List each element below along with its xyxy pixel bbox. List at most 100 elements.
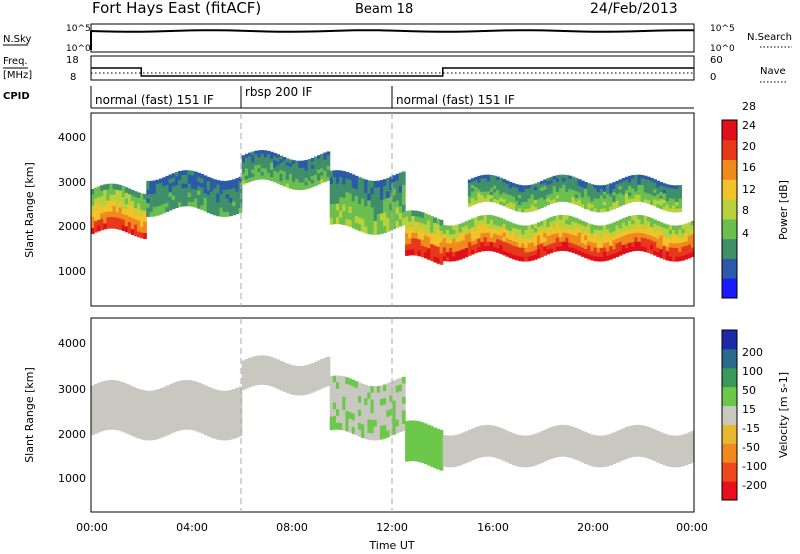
echo-cell <box>376 406 381 414</box>
echo-cell <box>461 440 466 445</box>
echo-cell <box>414 425 419 432</box>
echo-cell <box>514 454 519 459</box>
echo-cell <box>197 407 202 414</box>
echo-cell <box>530 233 535 239</box>
echo-cell <box>558 428 563 434</box>
echo-cell <box>524 234 529 240</box>
echo-cell <box>213 192 217 198</box>
echo-cell <box>109 417 114 424</box>
echo-cell <box>383 397 387 405</box>
echo-cell <box>646 196 651 201</box>
echo-cell <box>263 370 268 375</box>
echo-cell <box>295 376 299 381</box>
echo-cell <box>681 454 686 459</box>
echo-cell <box>533 203 538 208</box>
echo-cell <box>401 205 406 213</box>
echo-cell <box>178 399 183 406</box>
echo-cell <box>681 438 686 443</box>
echo-cell <box>97 419 102 427</box>
echo-cell <box>266 176 271 181</box>
echo-cell <box>251 158 255 163</box>
echo-cell <box>568 233 573 239</box>
echo-cell <box>668 225 673 230</box>
echo-cell <box>628 220 632 226</box>
echo-cell <box>621 440 626 445</box>
echo-cell <box>508 239 513 245</box>
echo-cell <box>313 380 318 384</box>
echo-cell <box>307 162 312 167</box>
echo-cell <box>587 254 591 260</box>
echo-cell <box>351 214 356 222</box>
echo-cell <box>584 185 588 189</box>
echo-cell <box>190 202 195 207</box>
echo-cell <box>232 206 236 211</box>
echo-cell <box>439 460 444 466</box>
echo-cell <box>430 249 434 256</box>
echo-cell <box>335 388 340 396</box>
echo-cell <box>634 228 639 234</box>
echo-cell <box>401 171 406 179</box>
echo-cell <box>524 247 529 253</box>
echo-cell <box>455 255 460 261</box>
echo-cell <box>552 238 557 244</box>
echo-cell <box>398 192 403 200</box>
echo-cell <box>317 364 321 368</box>
echo-cell <box>257 164 262 169</box>
echo-cell <box>656 225 661 231</box>
echo-cell <box>298 168 303 172</box>
echo-cell <box>549 427 554 432</box>
echo-cell <box>288 379 293 384</box>
echo-cell <box>653 199 657 204</box>
echo-cell <box>637 436 642 441</box>
echo-cell <box>376 180 381 188</box>
echo-cell <box>395 207 400 215</box>
echo-cell <box>543 182 547 187</box>
echo-cell <box>471 227 475 233</box>
echo-cell <box>408 216 412 222</box>
echo-cell <box>174 176 179 182</box>
echo-cell <box>226 433 230 441</box>
echo-cell <box>681 450 686 455</box>
echo-cell <box>445 435 450 440</box>
echo-cell <box>420 457 425 463</box>
echo-cell <box>521 252 526 258</box>
echo-cell <box>187 192 192 198</box>
echo-cell <box>420 212 425 219</box>
echo-cell <box>455 246 460 252</box>
echo-cell <box>367 399 372 407</box>
echo-cell <box>182 411 186 418</box>
echo-cell <box>182 398 186 406</box>
echo-cell <box>675 463 679 468</box>
echo-cell <box>599 234 604 240</box>
echo-cell <box>558 184 563 189</box>
echo-cell <box>219 207 224 213</box>
echo-cell <box>530 251 535 257</box>
echo-cell <box>389 415 394 423</box>
echo-cell <box>386 403 390 411</box>
echo-cell <box>149 194 154 199</box>
echo-cell <box>502 246 507 251</box>
echo-cell <box>474 197 478 201</box>
echo-cell <box>546 245 551 250</box>
echo-cell <box>282 157 287 161</box>
echo-cell <box>571 426 576 432</box>
echo-cell <box>298 380 303 385</box>
echo-cell <box>301 182 306 187</box>
echo-cell <box>612 440 617 445</box>
echo-cell <box>329 389 334 397</box>
echo-cell <box>675 252 679 258</box>
echo-cell <box>191 417 196 425</box>
echo-cell <box>420 251 425 258</box>
echo-cell <box>392 175 397 183</box>
echo-cell <box>624 217 629 222</box>
echo-cell <box>524 195 529 200</box>
echo-cell <box>596 188 601 193</box>
echo-cell <box>301 171 306 176</box>
echo-cell <box>606 246 610 252</box>
echo-cell <box>634 219 639 225</box>
echo-cell <box>288 364 293 369</box>
echo-cell <box>364 405 368 413</box>
echo-cell <box>606 204 610 209</box>
echo-cell <box>587 186 591 191</box>
echo-cell <box>248 152 252 157</box>
